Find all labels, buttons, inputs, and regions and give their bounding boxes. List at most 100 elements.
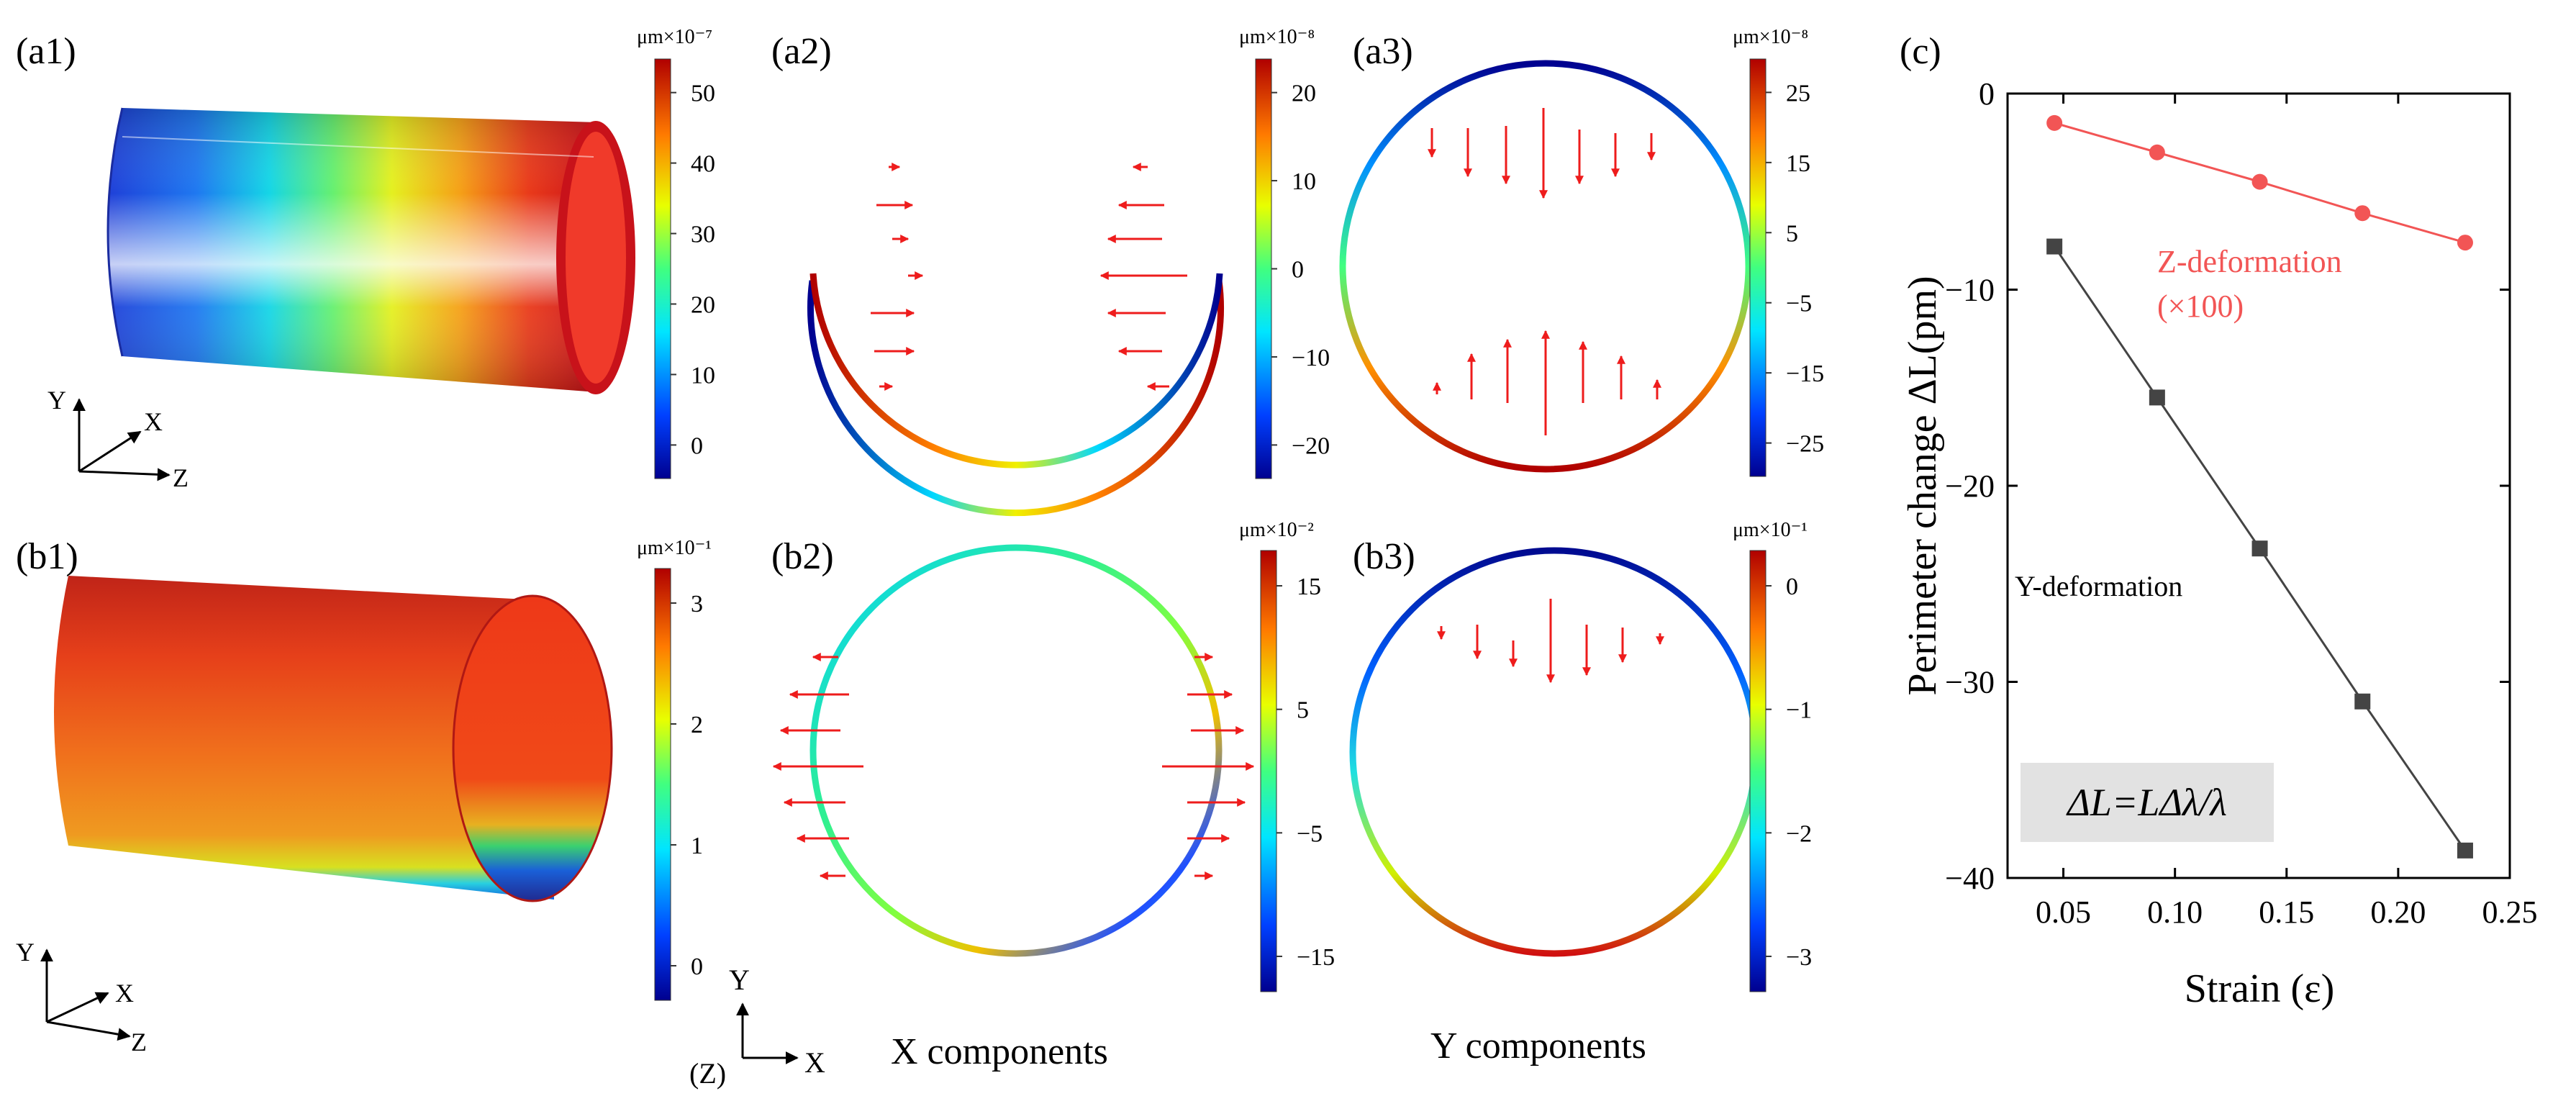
axes-xy-b2	[736, 1002, 799, 1064]
axes-triad-b1	[40, 948, 131, 1041]
colorbars: μm×10⁻⁷50403020100μm×10⁻⁸20100−10−20μm×1…	[637, 26, 1824, 1001]
colorbar-a3-tick: 25	[1786, 80, 1810, 107]
colorbar-b3-unit: μm×10⁻¹	[1733, 519, 1808, 541]
chart-plot-frame	[2006, 92, 2511, 879]
colorbar-a3-tick: 5	[1786, 220, 1798, 247]
caption-y-components: Y components	[1430, 1025, 1646, 1067]
caption-x-components: X components	[891, 1031, 1108, 1072]
colorbar-a1-tick: 0	[691, 433, 703, 459]
x-tick-label: 0.05	[2036, 895, 2091, 930]
axis-label-x-b1: X	[115, 979, 134, 1007]
y-tick-label: −30	[1945, 665, 1995, 700]
colorbar-b3-tick: −3	[1786, 944, 1812, 971]
series-label-z-scale: (×100)	[2157, 289, 2244, 324]
colorbar-a3-unit: μm×10⁻⁸	[1733, 26, 1808, 48]
colorbar-a2-unit: μm×10⁻⁸	[1239, 26, 1315, 48]
colorbar-b3-gradient	[1749, 550, 1767, 992]
colorbar-b2-unit: μm×10⁻²	[1239, 519, 1314, 541]
colorbar-a1-tick: 50	[691, 81, 715, 107]
x-tick-label: 0.20	[2370, 895, 2426, 930]
colorbar-a3-tick: −15	[1786, 361, 1824, 387]
panel-label-a1: (a1)	[16, 31, 76, 72]
colorbar-a3: μm×10⁻⁸ 25 15 5 −5 −15 −25	[1733, 26, 1824, 477]
panel-label-b3: (b3)	[1353, 536, 1415, 577]
colorbar-a3-tick: −25	[1786, 431, 1824, 458]
x-tick-label: 0.25	[2482, 895, 2538, 930]
colorbar-b3-tick: 0	[1786, 574, 1798, 600]
colorbar-a2-tick: 10	[1292, 168, 1316, 195]
ring-b3	[1349, 547, 1759, 957]
axis-label-z-a1: Z	[173, 463, 189, 492]
data-point-y	[2354, 693, 2371, 710]
data-point-y	[2457, 842, 2473, 859]
colorbar-b1-tick: 0	[691, 954, 703, 980]
colorbar-a3-tick: 15	[1786, 150, 1810, 177]
vector-arrows-a2	[871, 163, 1187, 391]
colorbar-b1: μm×10⁻¹ 3 2 1 0	[637, 537, 712, 1001]
x-tick-label: 0.15	[2259, 895, 2314, 930]
cylinder-b1	[54, 576, 613, 902]
panel-label-a2: (a2)	[771, 31, 832, 72]
cylinder-a1	[106, 107, 635, 394]
vector-arrows-a3	[1428, 108, 1661, 435]
colorbar-b3: μm×10⁻¹ 0 −1 −2 −3	[1733, 519, 1812, 992]
colorbar-b3-tick: −2	[1786, 820, 1812, 847]
axis-label-x-b2: X	[804, 1046, 825, 1079]
colorbar-a2-tick: −20	[1292, 433, 1330, 459]
colorbar-b2-tick: −5	[1297, 820, 1323, 847]
colorbar-a1-tick: 40	[691, 151, 715, 178]
y-tick-label: −40	[1945, 861, 1995, 896]
ring-a2	[807, 273, 1224, 517]
colorbar-a1-tick: 30	[691, 222, 715, 248]
colorbar-b1-tick: 1	[691, 833, 703, 859]
colorbar-b2-tick: −15	[1297, 944, 1335, 971]
panel-label-b2: (b2)	[771, 536, 834, 577]
colorbar-b2-gradient	[1260, 550, 1277, 992]
equation-annotation: ΔL=LΔλ/λ	[2066, 781, 2227, 824]
vector-arrows-b2	[772, 653, 1255, 880]
colorbar-a2-tick: 0	[1292, 257, 1304, 284]
colorbar-a1-gradient	[654, 58, 671, 479]
colorbar-a2-tick: −10	[1292, 345, 1330, 371]
data-point-y	[2251, 540, 2268, 557]
panel-label-a3: (a3)	[1353, 31, 1413, 72]
vector-arrows-b3	[1437, 599, 1664, 684]
data-point-z	[2354, 205, 2371, 222]
y-tick-label: −20	[1945, 468, 1995, 504]
colorbar-a2-gradient	[1255, 58, 1272, 479]
colorbar-b1-gradient	[654, 568, 671, 1001]
data-point-y	[2149, 389, 2165, 406]
colorbar-a2: μm×10⁻⁸ 20 10 0 −10 −20	[1239, 26, 1330, 479]
y-tick-label: −10	[1945, 273, 1995, 308]
chart-xlabel: Strain (ε)	[2185, 966, 2335, 1011]
colorbar-a2-tick: 20	[1292, 81, 1316, 107]
ring-a3	[1339, 60, 1752, 473]
data-point-z	[2149, 144, 2165, 160]
axis-label-x-a1: X	[144, 407, 163, 436]
panel-label-c: (c)	[1900, 31, 1941, 72]
x-tick-label: 0.10	[2147, 895, 2203, 930]
colorbar-b2: μm×10⁻² 15 5 −5 −15	[1239, 519, 1335, 992]
axis-label-y-a1: Y	[47, 386, 66, 415]
colorbar-b2-tick: 5	[1297, 697, 1309, 724]
y-tick-label: 0	[1979, 76, 1995, 112]
data-point-z	[2457, 235, 2473, 251]
panel-label-b1: (b1)	[16, 536, 78, 577]
series-label-z: Z-deformation	[2157, 244, 2342, 279]
axis-label-y-b2: Y	[729, 964, 750, 996]
colorbar-b3-tick: −1	[1786, 697, 1812, 724]
ring-b2	[809, 544, 1223, 957]
equation-box	[2021, 763, 2274, 842]
colorbar-a1-tick: 10	[691, 362, 715, 389]
axis-label-y-b1: Y	[16, 938, 35, 966]
data-point-z	[2251, 173, 2268, 190]
series-label-y: Y-deformation	[2015, 570, 2182, 602]
colorbar-a3-tick: −5	[1786, 291, 1812, 317]
chart-c: ΔL=LΔλ/λ Perimeter change ΔL(pm) Strain …	[1900, 76, 2538, 1011]
colorbar-a1-unit: μm×10⁻⁷	[637, 26, 712, 48]
colorbar-a3-gradient	[1749, 58, 1767, 477]
colorbar-b1-unit: μm×10⁻¹	[637, 537, 712, 559]
axis-label-z-b1: Z	[131, 1028, 147, 1056]
axis-label-z-b2: (Z)	[689, 1057, 726, 1090]
